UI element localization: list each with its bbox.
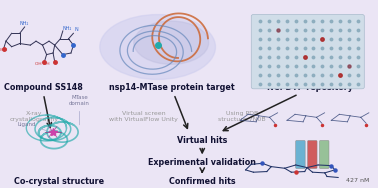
- Text: Virtual screen
with VirtualFlow Unity: Virtual screen with VirtualFlow Unity: [109, 111, 178, 122]
- Text: Using PDB
structure 7N0B: Using PDB structure 7N0B: [218, 111, 266, 122]
- Text: Ligand: Ligand: [17, 122, 48, 131]
- Text: 427 nM: 427 nM: [345, 178, 369, 183]
- FancyBboxPatch shape: [308, 140, 317, 169]
- Ellipse shape: [100, 15, 215, 80]
- Text: nsp14-MTase protein target: nsp14-MTase protein target: [109, 83, 235, 92]
- Text: Compound SS148: Compound SS148: [4, 83, 83, 92]
- Text: COOH: COOH: [0, 49, 8, 52]
- Text: Co-crystal structure: Co-crystal structure: [14, 177, 104, 186]
- Text: OH OH: OH OH: [35, 62, 50, 66]
- Text: Confirmed hits: Confirmed hits: [169, 177, 235, 186]
- FancyBboxPatch shape: [319, 140, 329, 169]
- Ellipse shape: [134, 21, 209, 64]
- Text: NH₂: NH₂: [63, 26, 72, 31]
- Text: N: N: [74, 27, 78, 32]
- Text: MTase
domain: MTase domain: [69, 95, 90, 125]
- Text: Virtual hits: Virtual hits: [177, 136, 228, 145]
- Text: X-ray
crystallography: X-ray crystallography: [9, 111, 59, 122]
- Text: NH₂: NH₂: [20, 21, 29, 26]
- FancyBboxPatch shape: [296, 140, 305, 169]
- FancyBboxPatch shape: [251, 14, 364, 89]
- Text: NCI DTP repository: NCI DTP repository: [267, 83, 353, 92]
- Text: Experimental validation: Experimental validation: [148, 158, 256, 167]
